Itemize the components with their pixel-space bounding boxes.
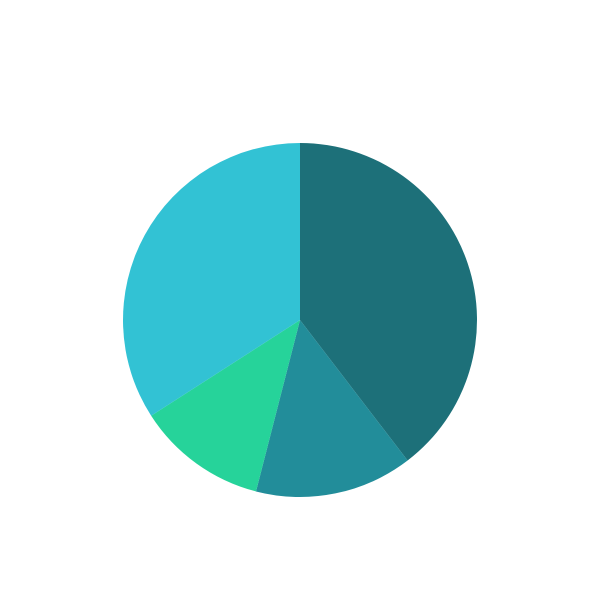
- pie-slice-1: [300, 143, 477, 461]
- pie-slices: [123, 143, 477, 497]
- pie-slice-4: [123, 143, 300, 416]
- pie-slice-3: [151, 320, 300, 492]
- pie-slice-2: [255, 320, 408, 497]
